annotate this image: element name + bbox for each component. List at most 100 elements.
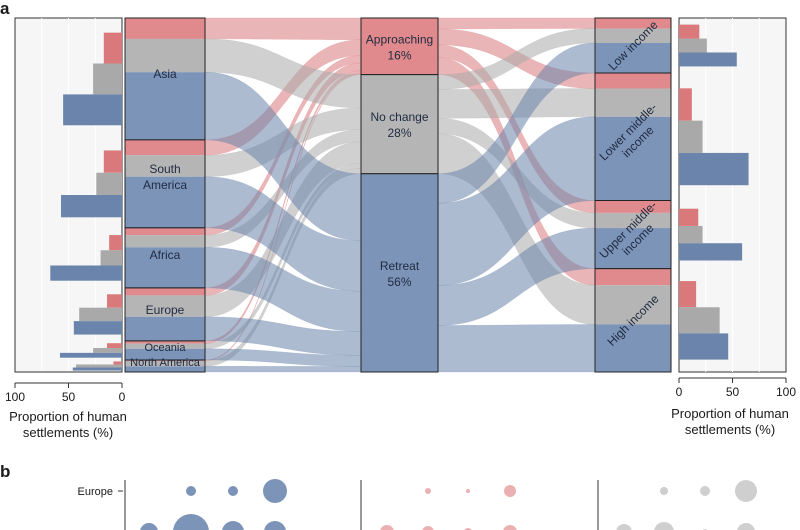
left-tick-label: 100 [5,390,25,404]
flow-region-to-retreat [204,366,362,373]
panel-a-label: a [0,0,10,18]
income-segment-retreat [595,116,671,201]
region-label: North America [130,357,201,369]
left-x-axis: 100 50 0 Proportion of human settlements… [5,382,127,440]
left-tick-label: 0 [119,390,126,404]
income-segment-no_change [595,212,671,229]
right-tick-label: 100 [776,385,796,399]
bubble-row-label: Europe [78,486,113,498]
bubble-approaching [504,485,516,497]
region-segment-approaching [125,139,205,156]
region-segment-retreat [125,72,205,140]
bubble-retreat [140,523,158,530]
outcome-node-retreat [360,173,439,373]
region-segment-retreat [125,247,205,288]
bar-approaching [107,294,122,308]
region-segment-retreat [125,316,205,341]
bar-retreat [72,367,122,371]
left-bar-chart [14,17,123,373]
bar-approaching [679,88,692,121]
outcome-label: Approaching [366,32,433,46]
outcome-label: No change [370,110,428,124]
region-segment-retreat [125,176,205,228]
bubble-retreat [263,479,287,503]
bubble-chart: Europe [78,479,757,530]
region-segment-no_change [125,38,205,73]
bar-no_change [679,307,720,334]
region-segment-retreat [125,366,205,372]
region-label: America [143,178,187,192]
bar-approaching [113,361,122,365]
bar-retreat [50,265,123,281]
bubble-no_change [700,486,710,496]
region-label: Asia [153,67,177,81]
bar-approaching [679,24,700,39]
bubble-retreat [222,521,244,530]
bar-no_change [96,172,122,196]
right-tick-label: 0 [676,385,683,399]
bar-approaching [107,343,122,349]
income-segment-no_change [595,285,671,325]
outcome-percent: 28% [387,126,411,140]
income-segment-approaching [595,18,671,29]
region-segment-approaching [125,227,205,236]
bubble-no_change [654,522,674,530]
region-segment-approaching [125,18,205,39]
bar-approaching [679,281,697,308]
outcome-percent: 16% [387,48,411,62]
region-label: Europe [146,303,185,317]
income-segment-approaching [595,268,671,286]
income-segment-approaching [595,73,671,89]
right-x-axis: 0 50 100 Proportion of human settlements… [671,377,796,437]
bubble-retreat [186,486,196,496]
bar-no_change [679,38,707,53]
panel-b-label: b [0,462,10,481]
bar-approaching [679,208,699,226]
region-segment-no_change [125,235,205,248]
bar-retreat [63,94,122,126]
bubble-approaching [425,488,431,494]
bar-no_change [679,120,703,153]
right-tick-label: 50 [726,385,740,399]
bubble-retreat [173,514,209,530]
bar-no_change [79,307,122,322]
region-segment-retreat [125,348,205,360]
bar-retreat [61,195,122,218]
income-segment-retreat [595,324,671,372]
income-node [594,268,672,373]
bar-retreat [73,321,122,335]
right-axis-title: Proportion of human [671,406,789,421]
region-segment-no_change [125,155,205,177]
right-bar-chart [678,17,787,373]
bubble-retreat [228,486,238,496]
bubble-approaching [380,525,394,530]
region-segment-approaching [125,287,205,296]
bar-no_change [93,63,122,95]
left-tick-label: 50 [62,390,76,404]
region-segment-no_change [125,360,205,367]
bubble-approaching [503,525,517,530]
flow-region-to-approaching [204,17,362,40]
right-axis-title: settlements (%) [685,422,775,437]
region-segment-approaching [125,340,205,344]
bubble-approaching [422,526,434,530]
region-segment-no_change [125,343,205,349]
bar-retreat [679,333,729,360]
bar-no_change [100,250,122,266]
bar-retreat [679,52,737,67]
bubble-no_change [616,524,632,530]
sankey-nodes: Approaching 16% No change 28% Retreat 56% Asia… [15,17,672,373]
flow-retreat-to-income [437,324,596,373]
bubble-approaching [466,489,470,493]
income-segment-retreat [595,228,671,269]
left-axis-title: Proportion of human [9,409,127,424]
bar-retreat [679,243,743,261]
outcome-percent: 56% [387,275,411,289]
region-label: Oceania [145,342,187,354]
sankey-flows [204,17,596,373]
bar-no_change [93,348,122,353]
region-label: Africa [150,248,181,262]
income-segment-retreat [595,43,671,74]
region-label: South [149,162,180,176]
